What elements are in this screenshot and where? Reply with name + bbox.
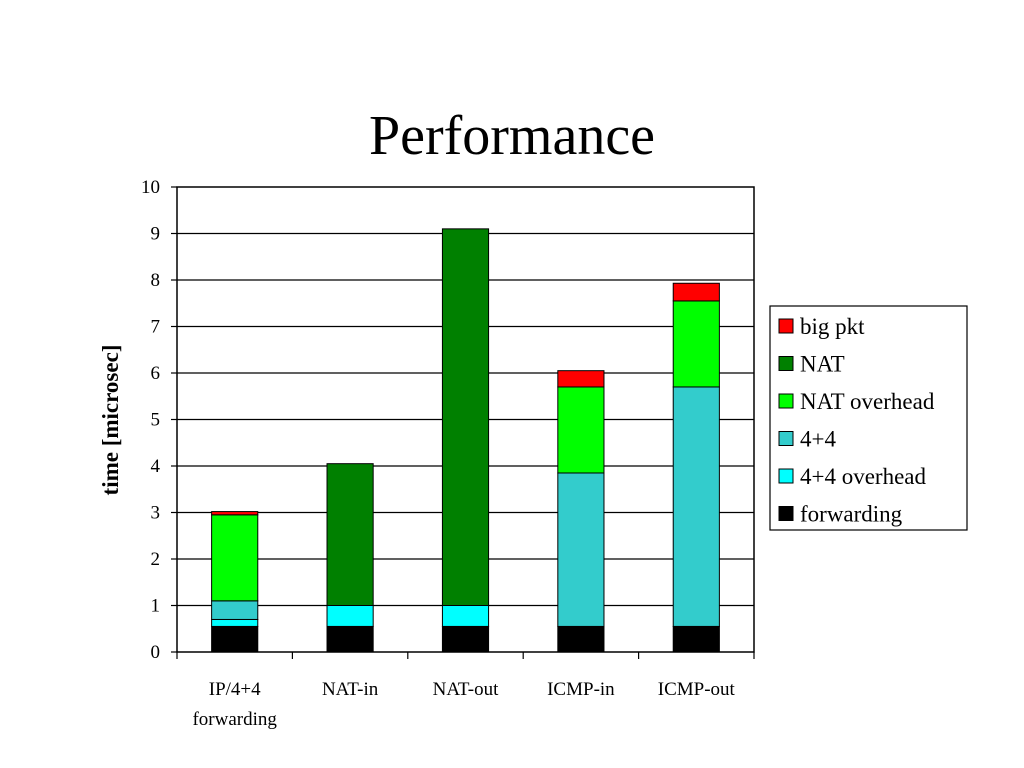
bar-stack <box>326 463 374 653</box>
legend: big pkt NAT NAT overhead 4+4 4+4 overhead for… <box>769 305 968 531</box>
bar-segment <box>557 386 605 474</box>
y-tick-label: 9 <box>151 224 161 245</box>
bar-segment <box>557 472 605 627</box>
y-tick-label: 8 <box>151 270 161 291</box>
legend-box <box>769 305 968 531</box>
legend-label: 4+4 <box>800 427 836 452</box>
legend-label: NAT <box>800 352 845 377</box>
y-tick-label: 5 <box>151 410 161 431</box>
y-tick-label: 7 <box>151 317 161 338</box>
legend-swatch <box>778 506 794 521</box>
bar-segment <box>441 605 490 627</box>
bar-segment <box>557 625 605 653</box>
bar-segment <box>211 514 259 602</box>
bar-segment <box>672 386 720 627</box>
bar-stack <box>672 282 720 653</box>
bar-segment <box>211 625 259 653</box>
bar-segment <box>326 625 374 653</box>
bar-segment <box>211 600 259 620</box>
x-category-label: ICMP-out <box>658 679 736 700</box>
x-category-label: NAT-in <box>322 679 379 700</box>
legend-swatch <box>778 431 794 446</box>
slide-title: Performance <box>368 105 656 167</box>
y-tick-label: 6 <box>151 363 161 384</box>
y-tick-label: 0 <box>151 642 161 663</box>
legend-swatch <box>778 356 794 371</box>
y-tick-label: 3 <box>151 503 161 524</box>
bar-segment <box>211 511 259 516</box>
bar-segment <box>672 282 720 302</box>
bar-segment <box>326 605 374 627</box>
bar-segment <box>672 625 720 653</box>
bar-segment <box>672 300 720 388</box>
y-tick-labels: 0 1 2 3 4 5 6 7 8 9 10 <box>141 177 161 663</box>
legend-swatch <box>778 468 794 484</box>
bar-stack <box>557 370 605 653</box>
bar-stacks <box>211 228 720 653</box>
bar-stack <box>441 228 490 653</box>
bar-stack <box>211 511 259 653</box>
x-category-label: ICMP-in <box>547 679 615 700</box>
y-tick-label: 1 <box>151 596 161 617</box>
legend-swatch <box>778 393 794 409</box>
bar-segment <box>326 463 374 606</box>
bar-segment <box>557 370 605 388</box>
legend-swatch <box>778 318 794 334</box>
bar-segment <box>441 625 490 653</box>
bar-segment <box>441 228 490 606</box>
legend-label: forwarding <box>800 502 903 527</box>
legend-label: NAT overhead <box>800 389 935 414</box>
y-axis-label: time [microsec] <box>98 345 123 496</box>
legend-label: big pkt <box>800 314 865 339</box>
legend-label: 4+4 overhead <box>800 464 927 489</box>
x-category-labels: IP/4+4 forwarding NAT-in NAT-out ICMP-in ICMP… <box>192 679 735 730</box>
y-tick-label: 2 <box>151 549 161 570</box>
x-category-label: NAT-out <box>433 679 500 700</box>
x-category-label: IP/4+4 forwarding <box>192 679 277 730</box>
y-tick-label: 4 <box>151 456 161 477</box>
axes <box>171 186 755 659</box>
y-tick-label: 10 <box>141 177 160 198</box>
bar-segment <box>211 618 259 627</box>
